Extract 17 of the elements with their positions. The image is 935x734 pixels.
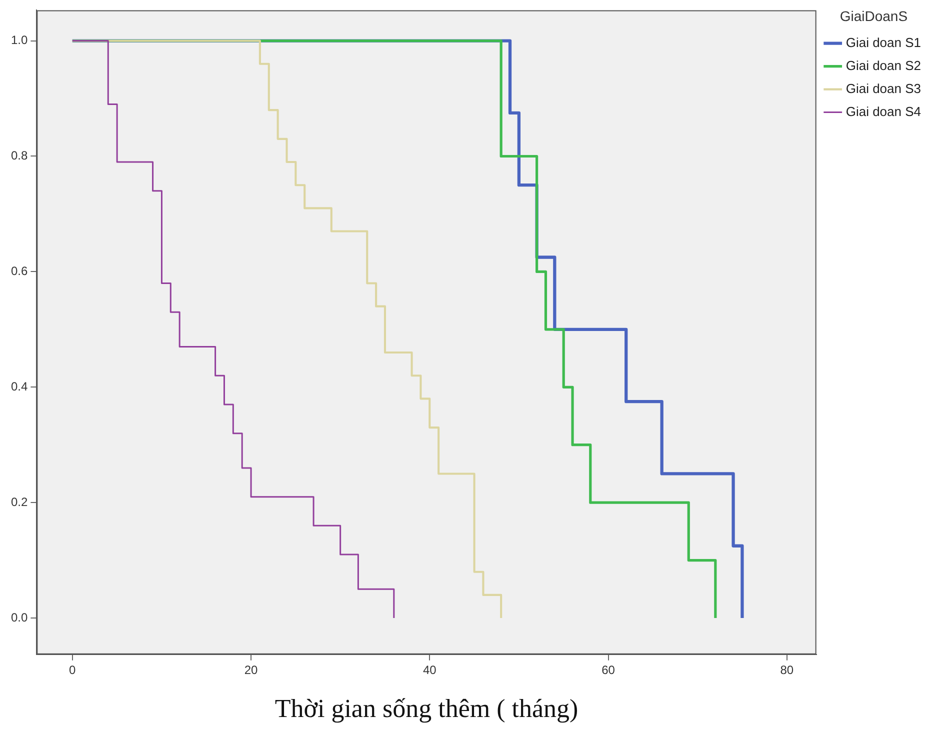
legend-label: Giai doan S2: [846, 58, 922, 73]
y-tick-label: 0.2: [10, 494, 28, 509]
legend-title: GiaiDoanS: [840, 8, 908, 24]
legend-label: Giai doan S1: [846, 34, 922, 50]
y-tick-label: 0.6: [10, 264, 28, 278]
y-tick-label: 0.8: [10, 148, 28, 163]
legend-label: Giai doan S3: [846, 80, 922, 96]
x-tick-label: 80: [780, 662, 794, 677]
x-tick-label: 40: [422, 662, 437, 677]
y-tick-label: 0.0: [10, 610, 28, 624]
x-tick-label: 20: [244, 662, 258, 677]
x-tick-label: 0: [69, 662, 76, 677]
y-tick-label: 0.4: [10, 379, 28, 394]
x-axis-title: Thời gian sống thêm ( tháng): [274, 694, 578, 724]
x-tick-label: 60: [602, 662, 616, 677]
legend-label: Giai doan S4: [846, 104, 922, 119]
y-tick-label: 1.0: [10, 33, 28, 48]
